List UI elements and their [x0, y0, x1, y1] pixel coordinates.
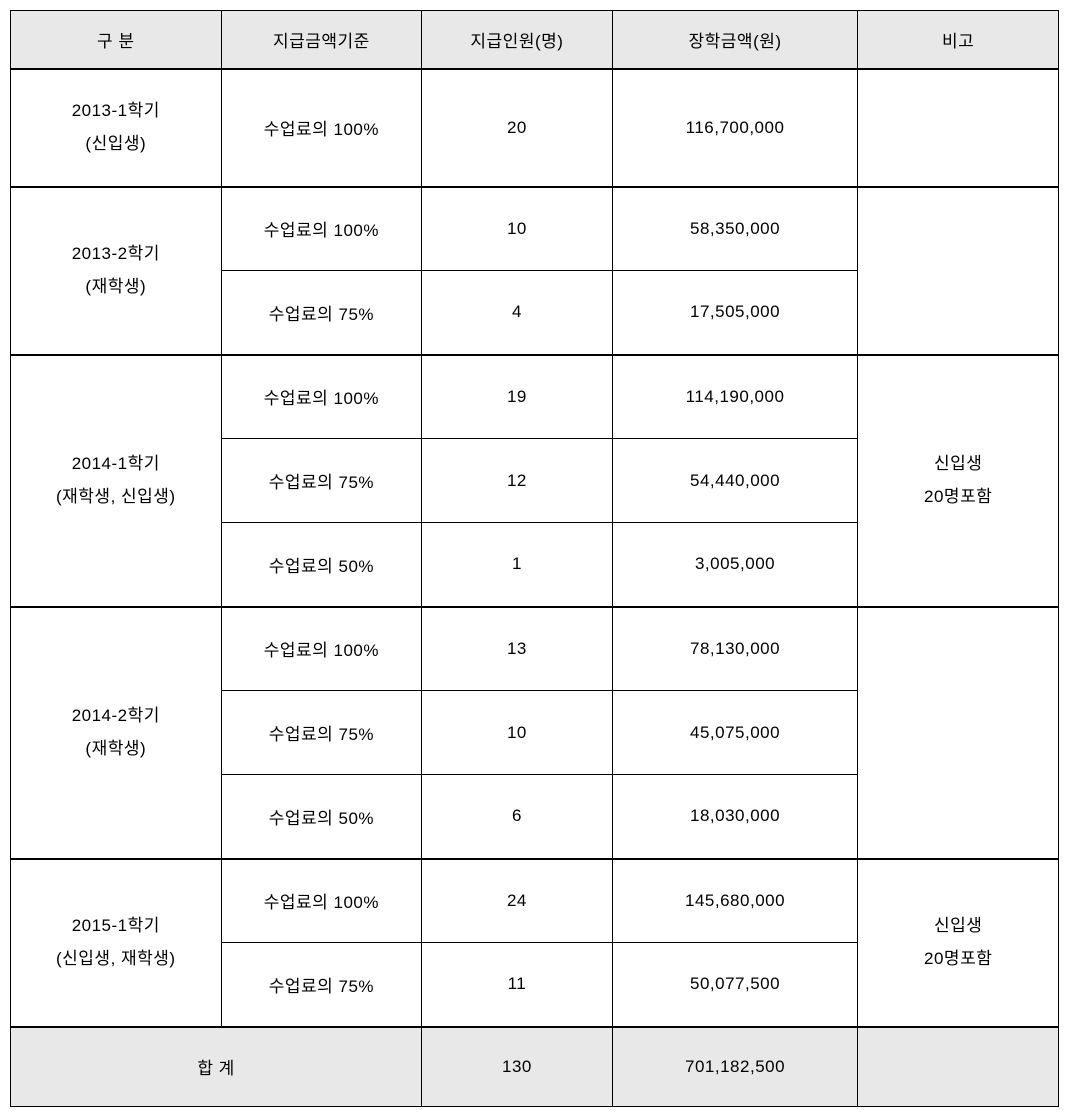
col-header-note: 비고: [858, 11, 1059, 69]
basis-cell: 수업료의 75%: [221, 691, 422, 775]
basis-cell: 수업료의 50%: [221, 523, 422, 607]
basis-cell: 수업료의 100%: [221, 355, 422, 439]
basis-cell: 수업료의 100%: [221, 187, 422, 271]
basis-cell: 수업료의 100%: [221, 69, 422, 187]
category-line1: 2014-1학기: [72, 454, 160, 473]
people-cell: 19: [422, 355, 613, 439]
col-header-people: 지급인원(명): [422, 11, 613, 69]
category-line2: (재학생, 신입생): [56, 487, 176, 506]
category-line1: 2013-2학기: [72, 244, 160, 263]
col-header-basis: 지급금액기준: [221, 11, 422, 69]
amount-cell: 116,700,000: [612, 69, 858, 187]
amount-cell: 58,350,000: [612, 187, 858, 271]
category-cell: 2014-2학기 (재학생): [11, 607, 222, 859]
table-row: 2015-1학기 (신입생, 재학생) 수업료의 100% 24 145,680…: [11, 859, 1059, 943]
category-cell: 2013-1학기 (신입생): [11, 69, 222, 187]
table-row: 2014-2학기 (재학생) 수업료의 100% 13 78,130,000: [11, 607, 1059, 691]
amount-cell: 50,077,500: [612, 943, 858, 1027]
scholarship-table: 구 분 지급금액기준 지급인원(명) 장학금액(원) 비고 2013-1학기 (…: [10, 10, 1059, 1107]
amount-cell: 18,030,000: [612, 775, 858, 859]
category-line1: 2015-1학기: [72, 916, 160, 935]
people-cell: 24: [422, 859, 613, 943]
table-row: 2013-1학기 (신입생) 수업료의 100% 20 116,700,000: [11, 69, 1059, 187]
note-line1: 신입생: [934, 454, 982, 473]
basis-cell: 수업료의 100%: [221, 859, 422, 943]
note-line1: 신입생: [934, 916, 982, 935]
basis-cell: 수업료의 100%: [221, 607, 422, 691]
people-cell: 1: [422, 523, 613, 607]
category-line2: (신입생): [85, 134, 146, 153]
people-cell: 10: [422, 187, 613, 271]
people-cell: 20: [422, 69, 613, 187]
col-header-amount: 장학금액(원): [612, 11, 858, 69]
amount-cell: 114,190,000: [612, 355, 858, 439]
col-header-category: 구 분: [11, 11, 222, 69]
people-cell: 4: [422, 271, 613, 355]
category-line2: (신입생, 재학생): [56, 949, 176, 968]
category-line1: 2014-2학기: [72, 706, 160, 725]
total-people-cell: 130: [422, 1027, 613, 1107]
amount-cell: 45,075,000: [612, 691, 858, 775]
table-row: 2014-1학기 (재학생, 신입생) 수업료의 100% 19 114,190…: [11, 355, 1059, 439]
category-line1: 2013-1학기: [72, 101, 160, 120]
table-row: 2013-2학기 (재학생) 수업료의 100% 10 58,350,000: [11, 187, 1059, 271]
category-line2: (재학생): [85, 277, 146, 296]
note-cell: 신입생 20명포함: [858, 859, 1059, 1027]
people-cell: 12: [422, 439, 613, 523]
category-line2: (재학생): [85, 739, 146, 758]
amount-cell: 17,505,000: [612, 271, 858, 355]
amount-cell: 54,440,000: [612, 439, 858, 523]
amount-cell: 78,130,000: [612, 607, 858, 691]
note-cell: [858, 187, 1059, 355]
category-cell: 2015-1학기 (신입생, 재학생): [11, 859, 222, 1027]
total-amount-cell: 701,182,500: [612, 1027, 858, 1107]
table-header-row: 구 분 지급금액기준 지급인원(명) 장학금액(원) 비고: [11, 11, 1059, 69]
basis-cell: 수업료의 75%: [221, 439, 422, 523]
people-cell: 6: [422, 775, 613, 859]
basis-cell: 수업료의 75%: [221, 943, 422, 1027]
category-cell: 2013-2학기 (재학생): [11, 187, 222, 355]
basis-cell: 수업료의 50%: [221, 775, 422, 859]
note-line2: 20명포함: [924, 487, 992, 506]
note-cell: [858, 69, 1059, 187]
total-label-cell: 합 계: [11, 1027, 422, 1107]
people-cell: 10: [422, 691, 613, 775]
people-cell: 11: [422, 943, 613, 1027]
amount-cell: 145,680,000: [612, 859, 858, 943]
note-cell: 신입생 20명포함: [858, 355, 1059, 607]
basis-cell: 수업료의 75%: [221, 271, 422, 355]
note-cell: [858, 607, 1059, 859]
category-cell: 2014-1학기 (재학생, 신입생): [11, 355, 222, 607]
table-total-row: 합 계 130 701,182,500: [11, 1027, 1059, 1107]
table-body: 2013-1학기 (신입생) 수업료의 100% 20 116,700,000 …: [11, 69, 1059, 1107]
people-cell: 13: [422, 607, 613, 691]
amount-cell: 3,005,000: [612, 523, 858, 607]
note-line2: 20명포함: [924, 949, 992, 968]
total-note-cell: [858, 1027, 1059, 1107]
